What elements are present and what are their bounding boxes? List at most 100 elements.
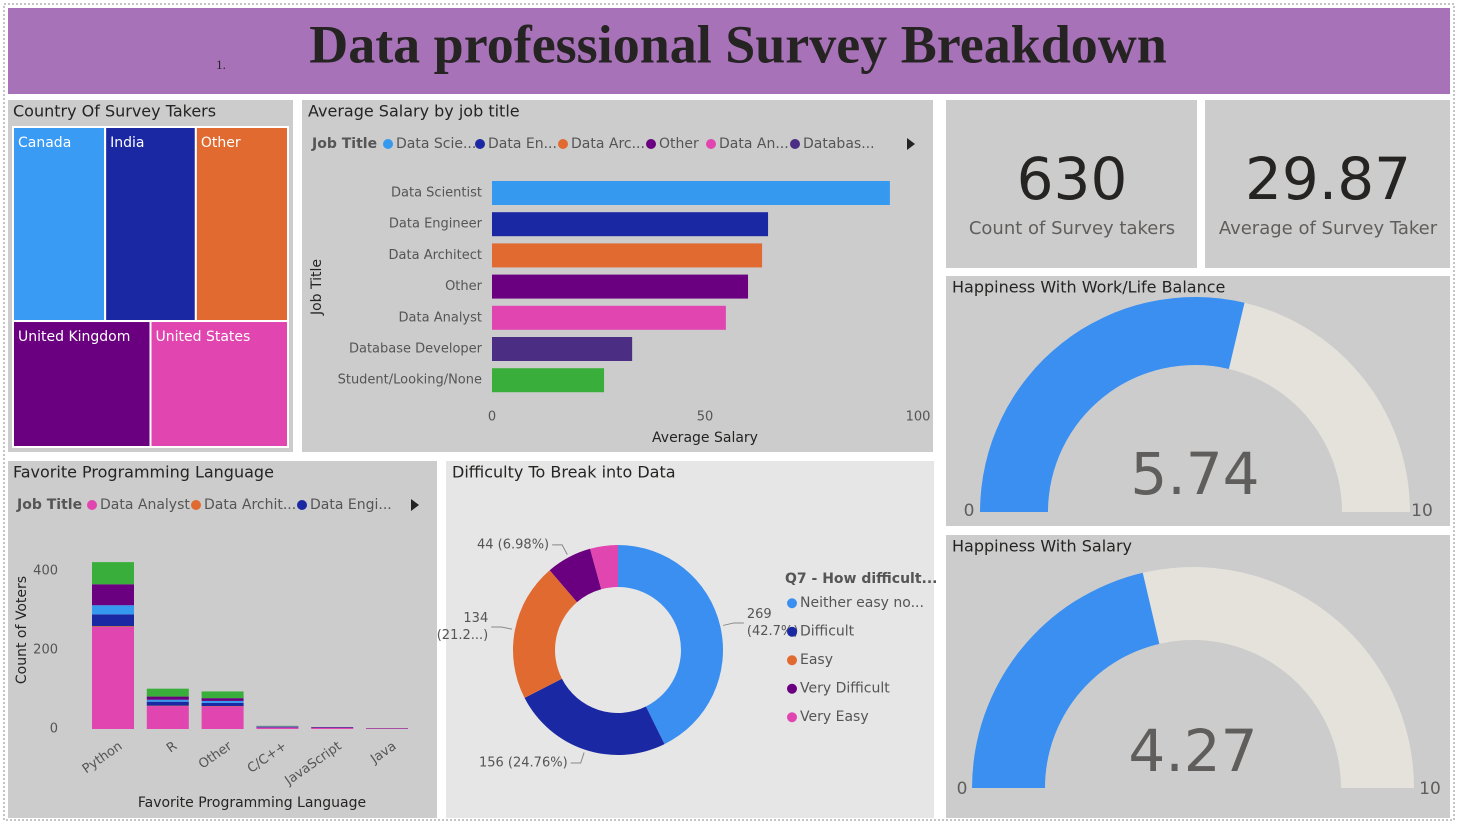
x-tick-label: 100 bbox=[906, 410, 931, 425]
y-tick-label: Data Engineer bbox=[389, 217, 483, 232]
legend-swatch bbox=[787, 683, 797, 694]
bar-segment bbox=[201, 700, 244, 703]
tile-label: United States bbox=[156, 329, 251, 345]
gauge-value: 4.27 bbox=[1128, 717, 1257, 785]
panel-title: Country Of Survey Takers bbox=[13, 102, 216, 121]
legend-swatch bbox=[297, 500, 307, 510]
donut-slice bbox=[618, 545, 724, 745]
bar-segment bbox=[92, 584, 134, 606]
legend-swatch bbox=[646, 139, 656, 149]
kpi-label: Count of Survey takers bbox=[969, 218, 1175, 239]
bar-segment bbox=[146, 688, 189, 697]
legend-label: Data En... bbox=[488, 136, 557, 152]
legend-label: Other bbox=[659, 136, 699, 152]
bar-segment bbox=[92, 626, 134, 729]
treemap-tile bbox=[12, 126, 107, 323]
legend-label: Neither easy no... bbox=[800, 595, 924, 611]
bar-segment bbox=[201, 691, 244, 699]
panel bbox=[946, 100, 1197, 268]
legend-swatch bbox=[790, 139, 800, 149]
legend-swatch bbox=[191, 500, 201, 510]
leader-line bbox=[570, 752, 585, 764]
legend-label: Data Analyst bbox=[100, 497, 190, 513]
panel-title: Average Salary by job title bbox=[308, 102, 520, 121]
gauge-max: 10 bbox=[1419, 779, 1441, 799]
x-axis-title: Favorite Programming Language bbox=[138, 795, 366, 811]
y-tick-label: Student/Looking/None bbox=[338, 373, 482, 388]
legend-title: Q7 - How difficult... bbox=[785, 571, 938, 587]
bar-segment bbox=[146, 696, 189, 700]
legend-title: Job Title bbox=[311, 136, 377, 152]
x-tick-label: 50 bbox=[697, 410, 714, 425]
leader-line bbox=[552, 544, 568, 555]
gauge-value: 5.74 bbox=[1130, 440, 1259, 508]
bar bbox=[492, 181, 890, 205]
bar bbox=[492, 337, 633, 361]
panel-title: Happiness With Work/Life Balance bbox=[952, 278, 1225, 297]
bar bbox=[492, 368, 605, 393]
panel-title: Happiness With Salary bbox=[952, 537, 1132, 556]
data-label: 156 (24.76%) bbox=[479, 755, 568, 770]
leader-line bbox=[491, 626, 513, 630]
legend-scroll-arrow bbox=[907, 138, 915, 150]
legend-label: Databas... bbox=[803, 136, 875, 152]
donut-slice bbox=[590, 545, 618, 590]
gauge-fill bbox=[972, 572, 1160, 788]
gauge-fill bbox=[980, 296, 1245, 512]
treemap-tile bbox=[104, 126, 197, 323]
tile-label: United Kingdom bbox=[18, 329, 130, 345]
legend-swatch bbox=[475, 139, 485, 149]
legend-swatch bbox=[787, 626, 797, 637]
gauge-min: 0 bbox=[957, 779, 968, 799]
legend-swatch bbox=[706, 139, 716, 149]
legend-label: Difficult bbox=[800, 624, 855, 640]
bar bbox=[492, 274, 749, 299]
bar-segment bbox=[92, 626, 134, 627]
bar-segment bbox=[92, 614, 134, 627]
data-label: 269 bbox=[747, 607, 772, 622]
bar-segment bbox=[146, 699, 189, 702]
data-label: 44 (6.98%) bbox=[477, 537, 549, 552]
donut-slice bbox=[513, 570, 578, 698]
bar-segment bbox=[146, 701, 189, 706]
donut-slice bbox=[549, 548, 602, 603]
legend-label: Data Engi... bbox=[310, 497, 392, 513]
y-tick-label: 0 bbox=[50, 722, 58, 737]
y-axis-title: Job Title bbox=[309, 259, 325, 316]
title-bar bbox=[8, 8, 1450, 94]
data-label: (21.2...) bbox=[437, 628, 489, 643]
legend-label: Data An... bbox=[719, 136, 789, 152]
legend-swatch bbox=[558, 139, 568, 149]
legend-label: Data Archit... bbox=[204, 497, 296, 513]
y-tick-label: Other bbox=[445, 279, 483, 294]
kpi-value: 29.87 bbox=[1245, 145, 1411, 213]
legend-title: Job Title bbox=[16, 497, 82, 513]
tile-label: Other bbox=[201, 135, 241, 151]
page-border bbox=[3, 3, 1455, 821]
y-tick-label: Database Developer bbox=[349, 342, 483, 357]
bar-segment bbox=[201, 702, 244, 707]
legend-scroll-arrow bbox=[411, 499, 419, 511]
y-tick-label: 400 bbox=[33, 563, 58, 578]
legend-swatch bbox=[383, 139, 393, 149]
legend-swatch bbox=[787, 712, 797, 723]
bar bbox=[492, 212, 769, 237]
treemap-tile bbox=[149, 320, 289, 448]
dashboard-title: Data professional Survey Breakdown bbox=[309, 14, 1167, 74]
bar-segment bbox=[92, 605, 134, 615]
tile-label: Canada bbox=[18, 135, 71, 151]
bar-segment bbox=[311, 727, 354, 729]
legend-swatch bbox=[787, 598, 797, 609]
bar-segment bbox=[92, 562, 134, 585]
leader-line bbox=[723, 622, 744, 626]
treemap-tile bbox=[12, 320, 152, 448]
legend-label: Very Easy bbox=[800, 709, 869, 725]
treemap-tile bbox=[194, 126, 290, 323]
bar-segment bbox=[256, 727, 299, 729]
bar bbox=[492, 243, 763, 268]
y-tick-label: Data Scientist bbox=[391, 186, 482, 201]
panel-title: Favorite Programming Language bbox=[13, 463, 274, 482]
y-tick-label: Data Architect bbox=[389, 248, 482, 263]
gauge-min: 0 bbox=[964, 501, 975, 521]
bar bbox=[492, 305, 726, 330]
